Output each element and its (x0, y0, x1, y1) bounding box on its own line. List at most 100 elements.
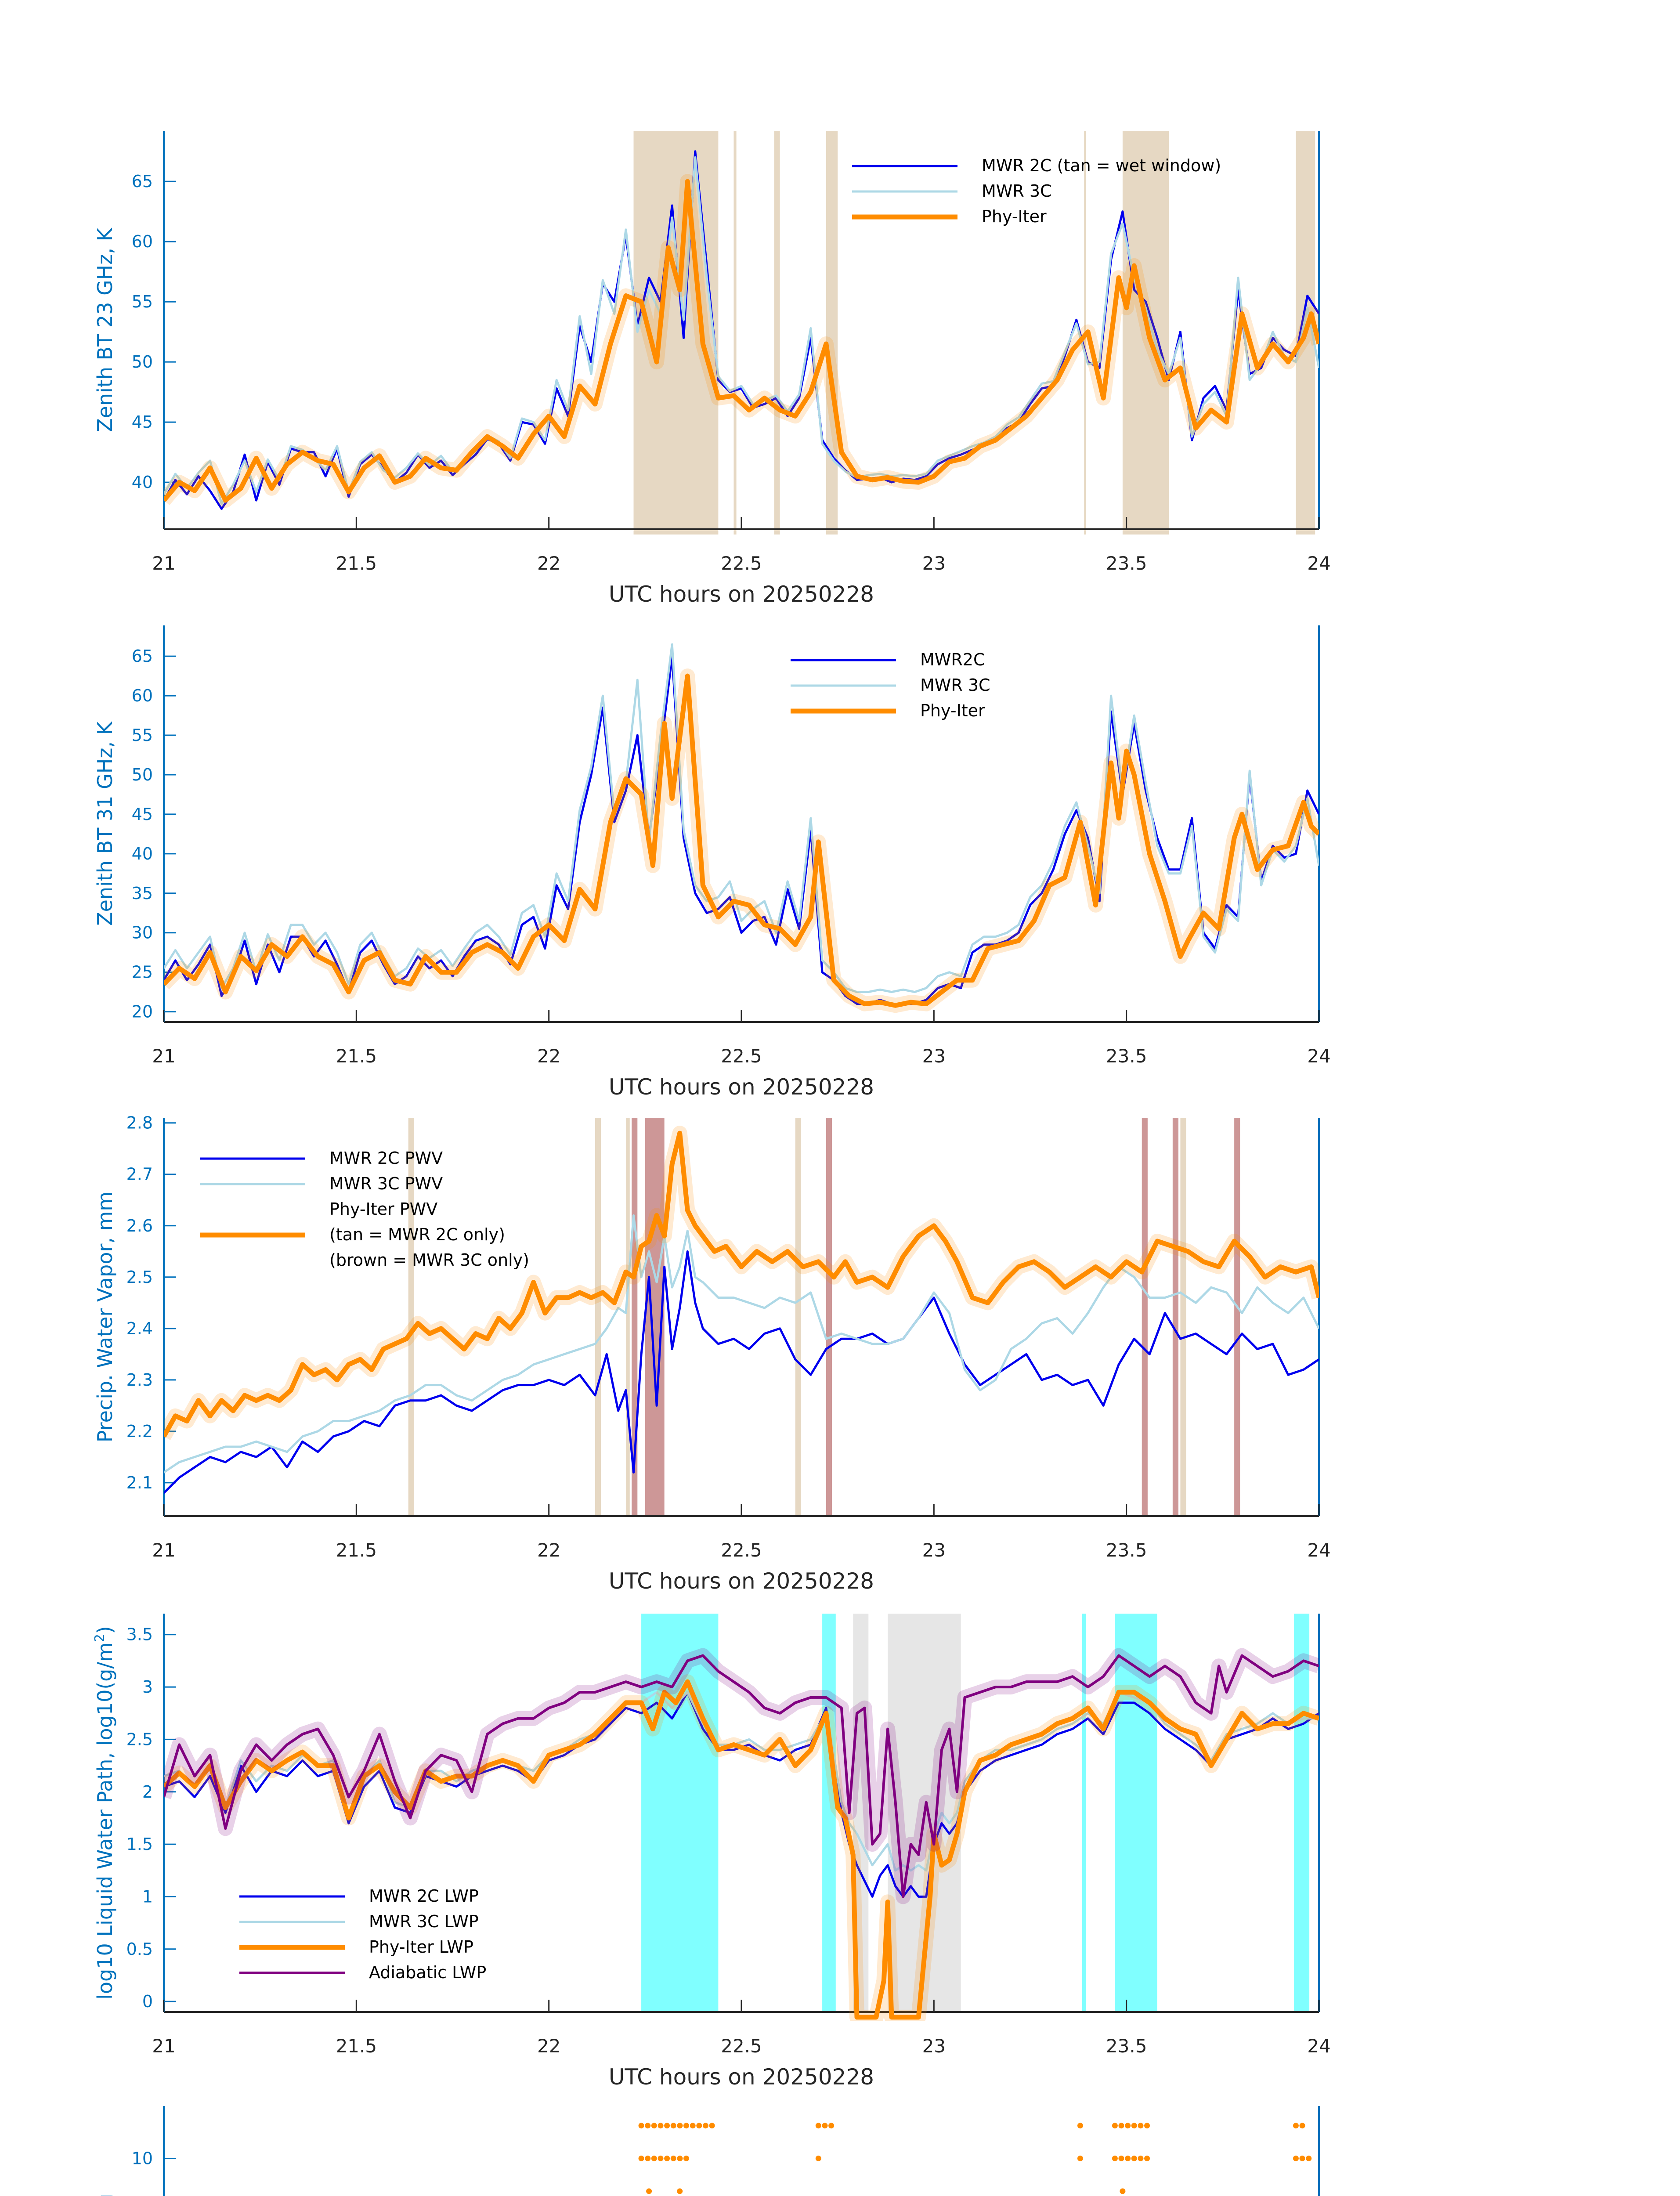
dq-flag-point (1131, 2155, 1137, 2161)
y-axis-label: Zenith BT 23 GHz, K (93, 227, 117, 432)
x-tick-label: 24 (1307, 2035, 1330, 2057)
dq-flag-point (815, 2123, 821, 2129)
series-line-phy-iter-pwv (164, 1131, 1319, 1438)
series-line-phy-iter (164, 673, 1319, 1008)
y-tick-label: 2.3 (126, 1370, 153, 1390)
dq-flag-point (1077, 2155, 1083, 2161)
dq-flag-point (1112, 2123, 1118, 2129)
plot-area (164, 150, 1319, 510)
legend-entry: Phy-Iter (982, 207, 1047, 226)
legend-entry: (brown = MWR 3C only) (329, 1250, 529, 1270)
dq-flag-point (1293, 2123, 1299, 2129)
series-line-phy-iter-lwp (164, 1679, 1319, 2020)
shaded-window-tan (733, 131, 737, 535)
x-tick-label: 22.5 (721, 1539, 762, 1561)
x-tick-label: 22.5 (721, 553, 762, 574)
y-tick-label: 2.6 (126, 1216, 153, 1235)
shaded-window-tan (774, 131, 780, 535)
shaded-window-cyan (1294, 1614, 1310, 2012)
dq-flag-point (645, 2155, 651, 2161)
y-tick-label: 2 (142, 1782, 153, 1802)
dq-flag-point (1144, 2123, 1150, 2129)
series-line-mwr-2c-pwv (164, 1250, 1319, 1494)
y-tick-label: 3.5 (126, 1625, 153, 1644)
dq-flag-point (1299, 2123, 1305, 2129)
y-tick-label: 2.2 (126, 1422, 153, 1441)
legend-entry: MWR 3C PWV (329, 1174, 443, 1193)
x-tick-label: 23 (922, 2035, 946, 2057)
y-tick-label: 25 (132, 963, 153, 982)
dq-flag-point (670, 2123, 676, 2129)
y-axis-label: log10 Liquid Water Path, log10(g/m2) (92, 1626, 117, 2000)
x-tick-label: 21.5 (336, 553, 377, 574)
dq-flag-point (1131, 2123, 1137, 2129)
shaded-window-brown (1172, 1118, 1179, 1516)
legend-entry: MWR2C (920, 650, 985, 669)
y-tick-label: 1.5 (126, 1835, 153, 1854)
plot-area (164, 1126, 1319, 1494)
shaded-window-tan (826, 131, 838, 535)
x-tick-label: 23.5 (1106, 1539, 1147, 1561)
y-axis-label: Precip. Water Vapor, mm (93, 1192, 117, 1442)
y-tick-label: 2.4 (126, 1319, 153, 1338)
x-axis-label: UTC hours on 20250228 (609, 1568, 874, 1594)
x-tick-label: 22 (537, 553, 560, 574)
y-tick-label: 2.1 (126, 1473, 153, 1492)
x-tick-label: 22 (537, 1045, 560, 1067)
shaded-window-tan (795, 1118, 801, 1516)
legend-entry: Phy-Iter PWV (329, 1199, 437, 1219)
dq-flag-point (1112, 2155, 1118, 2161)
y-tick-label: 2.5 (126, 1730, 153, 1749)
legend-entry: Phy-Iter LWP (369, 1937, 473, 1957)
dq-flag-point (683, 2155, 690, 2161)
dq-flag-point (638, 2155, 644, 2161)
y-tick-label: 20 (132, 1002, 153, 1022)
dq-flag-point (1077, 2123, 1083, 2129)
dq-flag-point (638, 2123, 644, 2129)
y-tick-label: 2.8 (126, 1113, 153, 1133)
y-tick-label: 60 (132, 686, 153, 705)
y-axis-label: Zenith BT 31 GHz, K (93, 721, 117, 926)
legend-entry: (tan = MWR 2C only) (329, 1225, 505, 1244)
dq-flag-point (670, 2155, 676, 2161)
panel-lwp: 21 21.5 22 22.5 23 23.5 2400.511.522.533.5UTC … (92, 1614, 1331, 2090)
dq-flag-point (1138, 2123, 1144, 2129)
dq-flag-point (658, 2155, 664, 2161)
y-tick-label: 0 (142, 1992, 153, 2011)
shaded-window-tan (1122, 131, 1169, 535)
dq-flag-point (1118, 2155, 1124, 2161)
shaded-window-cyan (1115, 1614, 1157, 2012)
y-tick-label: 50 (132, 352, 153, 372)
dq-flag-point (651, 2123, 657, 2129)
x-axis-label: UTC hours on 20250228 (609, 582, 874, 607)
shaded-window-tan (408, 1118, 414, 1516)
x-tick-label: 22 (537, 2035, 560, 2057)
shaded-window-brown (1142, 1118, 1148, 1516)
legend: MWR 2C LWP MWR 3C LWP Phy-Iter LWP Adiabati… (239, 1886, 486, 1982)
shaded-window-brown (1234, 1118, 1240, 1516)
dq-flag-point (664, 2155, 670, 2161)
y-tick-label: 55 (132, 726, 153, 745)
y-tick-label: 0.5 (126, 1940, 153, 1959)
dq-flag-point (1293, 2155, 1299, 2161)
x-tick-label: 23 (922, 1045, 946, 1067)
y-tick-label: 35 (132, 884, 153, 903)
y-tick-label: 65 (132, 172, 153, 191)
dq-flag-point (702, 2123, 708, 2129)
legend-entry: MWR 2C (tan = wet window) (982, 156, 1221, 175)
legend-entry: MWR 3C (982, 181, 1052, 201)
dq-flag-point (683, 2123, 690, 2129)
plot-area (638, 2123, 1312, 2194)
y-tick-label: 65 (132, 647, 153, 666)
x-axis-label: UTC hours on 20250228 (609, 1074, 874, 1100)
y-axis-label: MWR Phy Iter DQ Flag (93, 2194, 117, 2196)
shaded-window-tan (626, 1118, 630, 1516)
dq-flag-point (709, 2123, 715, 2129)
series-line-phy-iter (164, 179, 1319, 503)
shaded-window-cyan (1082, 1614, 1086, 2012)
panel-bt31: 21 21.5 22 22.5 23 23.5 24 20 25 30 35 40 45 50 55 60 65… (93, 625, 1331, 1100)
x-tick-label: 23 (922, 553, 946, 574)
x-tick-label: 24 (1307, 1045, 1330, 1067)
dq-flag-point (677, 2123, 683, 2129)
